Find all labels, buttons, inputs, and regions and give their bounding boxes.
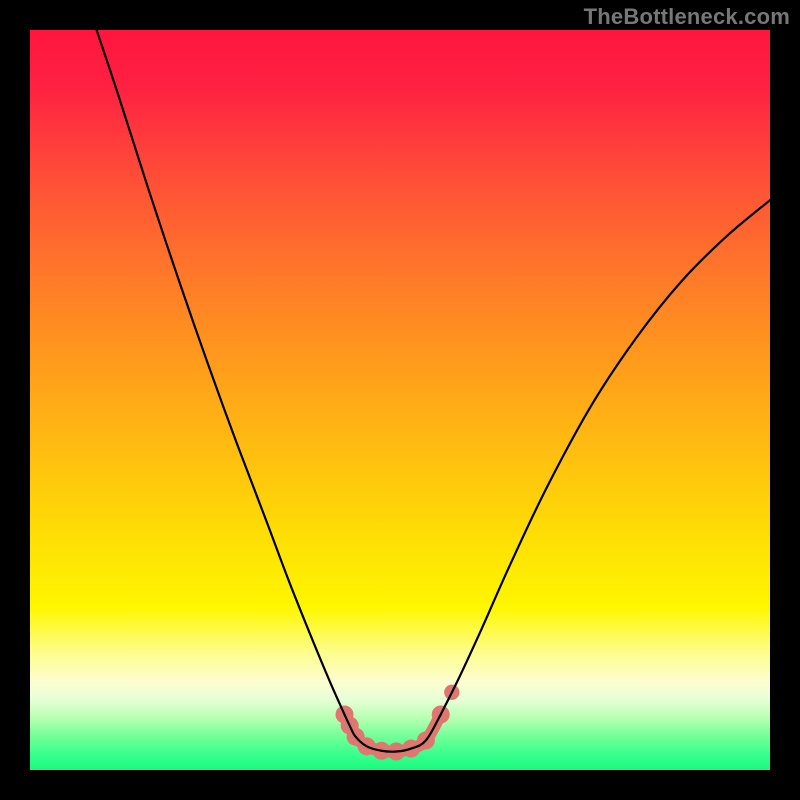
bottleneck-chart (0, 0, 800, 800)
gradient-background (30, 30, 770, 770)
watermark-label: TheBottleneck.com (584, 4, 790, 30)
chart-frame: TheBottleneck.com (0, 0, 800, 800)
